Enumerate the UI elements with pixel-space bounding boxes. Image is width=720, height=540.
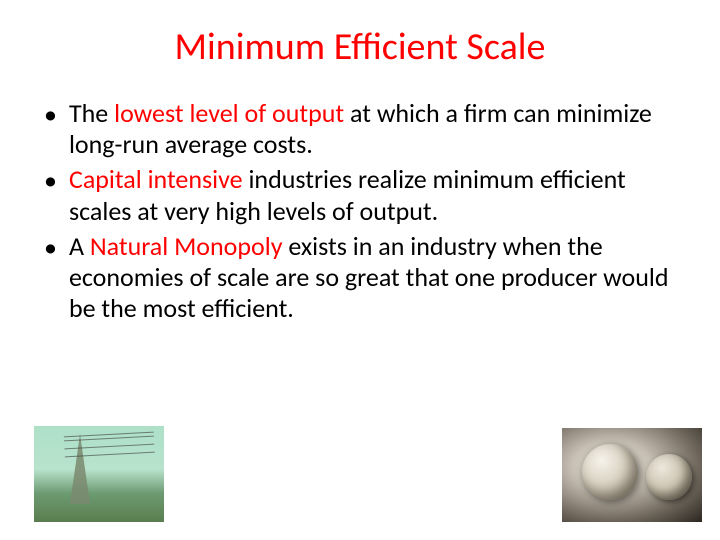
power-lines-photo — [34, 426, 164, 522]
bullet-highlight: Capital intensive — [69, 163, 249, 195]
bullet-item: • The lowest level of output at which a … — [44, 98, 680, 160]
bullet-prefix: The — [69, 97, 114, 129]
bullet-item: • A Natural Monopoly exists in an indust… — [44, 231, 680, 325]
bullet-list: • The lowest level of output at which a … — [0, 98, 720, 324]
bullet-text: A Natural Monopoly exists in an industry… — [69, 231, 680, 325]
bullet-marker: • — [44, 231, 57, 264]
bullet-text: The lowest level of output at which a fi… — [69, 98, 680, 160]
bullet-marker: • — [44, 164, 57, 197]
bullet-highlight: Natural Monopoly — [90, 230, 289, 262]
bullet-text: Capital intensive industries realize min… — [69, 164, 680, 226]
electric-meters-photo — [562, 428, 702, 522]
slide-title: Minimum Efficient Scale — [0, 0, 720, 98]
bullet-item: • Capital intensive industries realize m… — [44, 164, 680, 226]
bullet-highlight: lowest level of output — [114, 97, 350, 129]
bullet-prefix: A — [69, 230, 90, 262]
image-row — [34, 426, 702, 522]
bullet-marker: • — [44, 98, 57, 131]
